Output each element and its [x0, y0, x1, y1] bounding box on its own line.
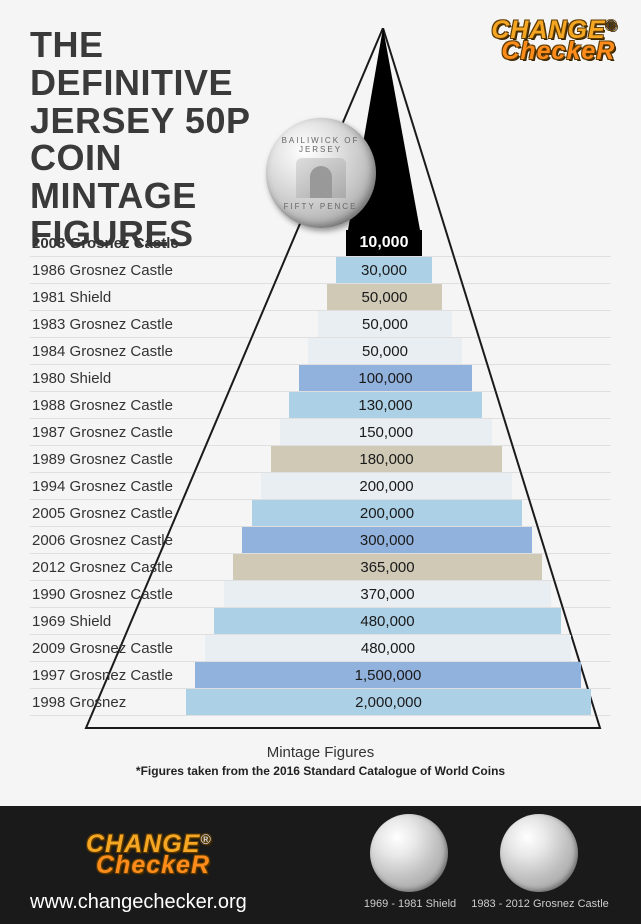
row-label: 1990 Grosnez Castle: [30, 581, 173, 607]
row-value-band: 50,000: [308, 338, 462, 364]
footnote: *Figures taken from the 2016 Standard Ca…: [136, 764, 505, 778]
pyramid-rows: 2003 Grosnez Castle10,0001986 Grosnez Ca…: [30, 230, 611, 716]
row-label: 2005 Grosnez Castle: [30, 500, 173, 526]
table-row: 1984 Grosnez Castle 50,000: [30, 338, 611, 365]
table-row: 1994 Grosnez Castle 200,000: [30, 473, 611, 500]
row-value-band: 130,000: [289, 392, 482, 418]
coin-image-top: BAILIWICK OF JERSEY FIFTY PENCE: [266, 118, 376, 228]
row-value-band: 10,000: [346, 230, 422, 256]
coin-text-bottom: FIFTY PENCE: [284, 202, 358, 211]
table-row: 2003 Grosnez Castle 10,000: [30, 230, 611, 257]
footer-coin-left-caption: 1969 - 1981 Shield: [340, 898, 480, 910]
coin-arch-icon: [296, 158, 346, 198]
row-value-band: 300,000: [242, 527, 532, 553]
row-value-band: 100,000: [299, 365, 472, 391]
table-row: 1969 Shield 480,000: [30, 608, 611, 635]
brand-logo-bottom: CHANGE® CheckeR: [86, 834, 212, 877]
table-row: 1998 Grosnez 2,000,000: [30, 689, 611, 716]
row-value-band: 30,000: [336, 257, 432, 283]
footer-url: www.changechecker.org: [30, 891, 247, 914]
table-row: 1983 Grosnez Castle 50,000: [30, 311, 611, 338]
row-label: 1987 Grosnez Castle: [30, 419, 173, 445]
row-label: 1997 Grosnez Castle: [30, 662, 173, 688]
table-row: 1988 Grosnez Castle 130,000: [30, 392, 611, 419]
row-label: 1994 Grosnez Castle: [30, 473, 173, 499]
table-row: 1989 Grosnez Castle 180,000: [30, 446, 611, 473]
table-row: 1987 Grosnez Castle 150,000: [30, 419, 611, 446]
table-row: 2005 Grosnez Castle 200,000: [30, 500, 611, 527]
row-label: 1989 Grosnez Castle: [30, 446, 173, 472]
pyramid-chart: BAILIWICK OF JERSEY FIFTY PENCE 2003 Gro…: [30, 28, 611, 778]
row-value-band: 180,000: [271, 446, 502, 472]
page-footer: CHANGE® CheckeR www.changechecker.org 19…: [0, 806, 641, 924]
footer-coin-right-caption: 1983 - 2012 Grosnez Castle: [470, 898, 610, 910]
table-row: 1990 Grosnez Castle 370,000: [30, 581, 611, 608]
row-label: 2006 Grosnez Castle: [30, 527, 173, 553]
table-row: 1997 Grosnez Castle 1,500,000: [30, 662, 611, 689]
table-row: 1986 Grosnez Castle 30,000: [30, 257, 611, 284]
table-row: 2006 Grosnez Castle 300,000: [30, 527, 611, 554]
table-row: 1981 Shield 50,000: [30, 284, 611, 311]
coin-text-top: BAILIWICK OF JERSEY: [266, 136, 376, 154]
row-value-band: 200,000: [252, 500, 522, 526]
footer-coin-shield-icon: [370, 814, 448, 892]
row-value-band: 365,000: [233, 554, 542, 580]
row-value-band: 2,000,000: [186, 689, 591, 715]
table-row: 2012 Grosnez Castle 365,000: [30, 554, 611, 581]
axis-label: Mintage Figures: [267, 744, 375, 761]
registered-mark-footer: ®: [200, 831, 211, 847]
row-value-band: 1,500,000: [195, 662, 581, 688]
footer-coin-castle-icon: [500, 814, 578, 892]
row-value-band: 370,000: [224, 581, 551, 607]
row-label: 1984 Grosnez Castle: [30, 338, 173, 364]
row-label: 1981 Shield: [30, 284, 111, 310]
row-value-band: 480,000: [214, 608, 561, 634]
row-label: 1986 Grosnez Castle: [30, 257, 173, 283]
table-row: 2009 Grosnez Castle 480,000: [30, 635, 611, 662]
row-value-band: 150,000: [280, 419, 492, 445]
row-value-band: 50,000: [318, 311, 452, 337]
row-label: 1983 Grosnez Castle: [30, 311, 173, 337]
row-label: 2009 Grosnez Castle: [30, 635, 173, 661]
row-value-band: 200,000: [261, 473, 512, 499]
row-value-band: 50,000: [327, 284, 442, 310]
brand-line2-footer: CheckeR: [96, 855, 212, 876]
row-label: 1969 Shield: [30, 608, 111, 634]
row-label: 1988 Grosnez Castle: [30, 392, 173, 418]
row-label: 1998 Grosnez: [30, 689, 126, 715]
row-value-band: 480,000: [205, 635, 571, 661]
row-label: 2003 Grosnez Castle: [30, 230, 179, 256]
row-label: 2012 Grosnez Castle: [30, 554, 173, 580]
row-label: 1980 Shield: [30, 365, 111, 391]
table-row: 1980 Shield 100,000: [30, 365, 611, 392]
